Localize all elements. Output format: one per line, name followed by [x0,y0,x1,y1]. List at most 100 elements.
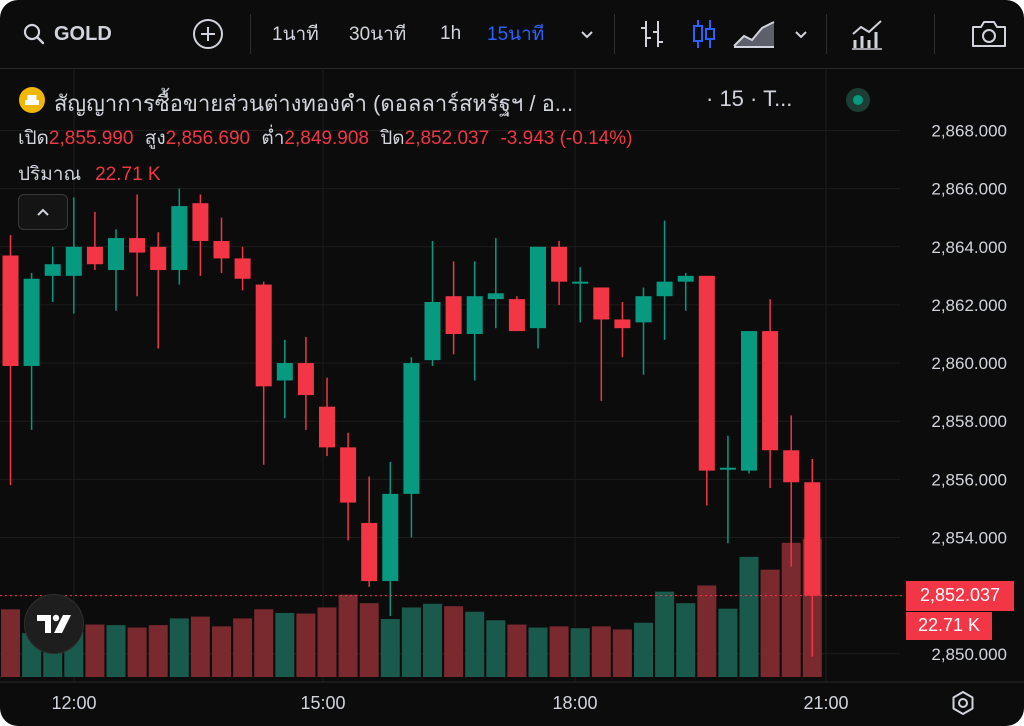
volume-bar [549,626,569,677]
candle-body [86,246,103,265]
candle-body [150,246,167,271]
volume-bar [718,608,738,677]
gold-logo-icon [19,87,45,113]
low-label: ต่ำ [261,128,285,149]
price-axis-label: 2,856.000 [931,470,1007,489]
change-value: -3.943 (-0.14%) [500,128,633,149]
candle-body [572,281,589,284]
candle-body [297,363,314,396]
volume-label: ปริมาณ [18,164,82,185]
volume-bar [296,613,316,677]
tradingview-logo[interactable] [24,594,84,654]
close-label: ปิด [380,128,405,149]
candle-body [171,206,188,271]
volume-bar [338,594,358,677]
candle-body [487,293,504,300]
volume-bar [127,627,147,677]
price-axis-label: 2,860.000 [931,354,1007,373]
indicators-button[interactable] [850,18,884,50]
bars-style-button[interactable] [638,18,666,50]
chevron-up-icon [37,208,49,216]
volume-value: 22.71 K [95,164,161,185]
high-label: สูง [144,128,166,149]
volume-bar [655,591,675,677]
indicators-icon [852,20,882,50]
settings-icon[interactable] [950,690,976,716]
open-label: เปิด [18,128,49,149]
volume-bar [486,620,506,677]
area-style-button[interactable] [732,18,776,50]
close-value: 2,852.037 [404,128,490,149]
price-axis-label: 2,854.000 [931,528,1007,547]
volume-bar [85,624,105,677]
volume-bar [739,556,759,677]
candle-body [804,482,821,596]
price-axis-label: 2,850.000 [931,645,1007,664]
interval-dropdown[interactable] [578,18,596,50]
symbol-description[interactable]: สัญญาการซื้อขายส่วนต่างทองคำ (ดอลลาร์สหร… [54,91,574,116]
symbol-search[interactable]: GOLD [22,18,112,50]
time-axis-label: 21:00 [803,693,848,713]
candle-body [677,275,694,282]
candle-body [719,467,736,470]
volume-bar [233,618,253,677]
candle-body [403,363,420,494]
ohlc-legend: เปิด2,855.990 สูง2,856.690 ต่ำ2,849.908 … [18,123,632,153]
bars-icon [641,21,663,47]
area-chart-icon [733,21,775,48]
volume-bar [507,624,527,677]
market-status-indicator[interactable] [846,88,870,112]
toolbar-divider [614,14,615,54]
candle-body [698,275,715,471]
interval-1h[interactable]: 1h [440,23,462,44]
open-value: 2,855.990 [48,128,134,149]
volume-bar [781,542,801,677]
interval-15m[interactable]: 15นาที [487,24,545,45]
candle-body [445,296,462,334]
candle-body [741,331,757,471]
volume-legend: ปริมาณ 22.71 K [18,159,161,189]
snapshot-button[interactable] [970,18,1008,50]
candle-body [361,522,378,582]
interval-30m[interactable]: 30นาที [349,24,407,45]
price-axis-label: 2,858.000 [931,412,1007,431]
volume-bar [380,619,400,677]
volume-bar [697,585,717,677]
volume-bar [169,618,189,677]
chevron-down-icon [795,31,807,39]
symbol-name: GOLD [54,22,112,45]
price-axis-label: 2,868.000 [931,122,1007,141]
volume-bar [676,603,696,677]
candle-body [213,240,230,259]
volume-bar [444,606,464,677]
search-icon [23,23,45,45]
candle-body [276,363,293,381]
candle-body [614,319,631,329]
volume-bar [591,626,611,677]
candle-body [192,203,209,241]
volume-bar [423,603,442,677]
top-toolbar: GOLD 1นาที 30นาที 1h 15นาที [0,0,1024,69]
symbol-timeframe: · 15 · T... [706,86,793,111]
candlestick-icon [693,20,715,48]
volume-bar [401,607,421,677]
time-axis-label: 15:00 [300,693,345,713]
volume-bar [528,627,548,677]
candle-body [65,246,82,276]
candle-body [108,238,124,271]
price-axis-label: 2,864.000 [931,238,1007,257]
candle-body [424,302,441,361]
interval-1m[interactable]: 1นาที [272,24,319,45]
add-symbol-button[interactable] [192,18,224,50]
volume-bar [190,616,210,677]
low-value: 2,849.908 [284,128,369,149]
candles-style-button[interactable] [690,18,718,50]
volume-bar [106,625,126,677]
last-volume-badge: 22.71 K [906,611,992,640]
candle-body [635,296,652,323]
candle-body [319,406,335,448]
candle-body [551,246,568,282]
chart-style-dropdown[interactable] [792,18,810,50]
collapse-legend-button[interactable] [18,194,68,230]
